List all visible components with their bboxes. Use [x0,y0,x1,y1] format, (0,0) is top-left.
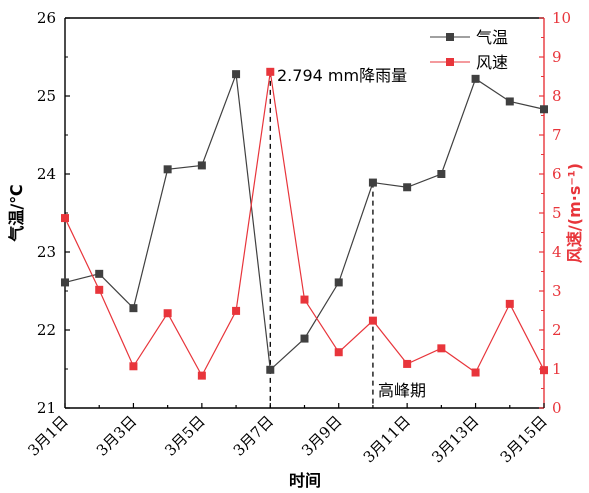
data-point-temperature [61,278,69,287]
data-point-temperature [334,278,343,287]
y-right-tick-label: 2 [552,321,562,339]
series-line-temperature [64,73,545,372]
data-point-temperature [266,365,275,374]
data-point-temperature [437,170,446,178]
y-axis-left-title: 气温/℃ [7,184,26,242]
data-point-temperature [403,183,412,192]
data-point-temperature [197,161,206,170]
data-point-temperature [163,165,172,174]
data-point-windspeed [540,366,548,375]
x-tick-label: 3月9日 [298,412,345,459]
data-point-windspeed [95,285,104,294]
legend-label-windspeed: 风速 [476,53,508,72]
x-tick-label: 3月7日 [230,412,277,459]
y-left-tick-label: 21 [37,399,56,417]
x-tick-label: 3月1日 [24,412,71,459]
y-left-tick-label: 25 [37,87,56,105]
y-right-tick-label: 3 [552,282,562,300]
annotation-lines [269,71,374,408]
y-right-tick-label: 4 [552,243,562,261]
annotation-peak-period: 高峰期 [378,381,426,400]
data-point-temperature [300,334,309,343]
legend: 气温 风速 [430,28,508,72]
data-point-windspeed [334,348,343,357]
data-point-windspeed [266,67,275,76]
data-point-temperature [95,269,104,278]
y-right-tick-label: 6 [552,165,562,183]
data-point-temperature [232,70,241,79]
x-tick-label: 3月3日 [93,412,140,459]
series-line-windspeed [64,71,545,377]
y-right-tick-label: 9 [552,48,562,66]
y-right-tick-label: 1 [552,360,562,378]
y-right-tick-label: 8 [552,87,562,105]
legend-marker-windspeed [446,58,454,66]
data-point-windspeed [197,371,206,380]
y-axis-right-title: 风速/(m·s⁻¹) [565,163,584,263]
data-point-temperature [368,178,377,187]
data-point-windspeed [505,299,514,308]
x-axis-title: 时间 [289,471,321,490]
series-layer [61,67,548,380]
y-left-tick-label: 22 [37,321,56,339]
y-right-tick-label: 7 [552,126,562,144]
data-point-windspeed [61,214,69,223]
annotation-rainfall: 2.794 mm降雨量 [277,66,407,85]
data-point-temperature [129,304,138,313]
x-tick-label: 3月15日 [497,412,551,466]
data-point-windspeed [232,306,241,315]
data-point-windspeed [129,362,138,371]
data-point-windspeed [471,368,480,377]
y-right-tick-label: 5 [552,204,562,222]
data-point-temperature [505,97,514,106]
x-tick-label: 3月11日 [360,412,414,466]
legend-marker-temperature [446,33,454,41]
x-tick-label: 3月5日 [161,412,208,459]
data-point-windspeed [300,295,309,304]
y-left-tick-label: 26 [37,9,56,27]
x-tick-label: 3月13日 [428,412,482,466]
y-right-tick-label: 10 [552,9,571,27]
data-point-temperature [471,74,480,83]
data-point-windspeed [403,359,412,368]
y-left-tick-label: 23 [37,243,56,261]
y-right-tick-label: 0 [552,399,562,417]
data-point-windspeed [368,316,377,325]
data-point-windspeed [163,309,172,318]
legend-label-temperature: 气温 [476,28,508,47]
y-left-tick-label: 24 [37,165,56,183]
data-point-temperature [540,105,548,114]
data-point-windspeed [437,344,446,353]
